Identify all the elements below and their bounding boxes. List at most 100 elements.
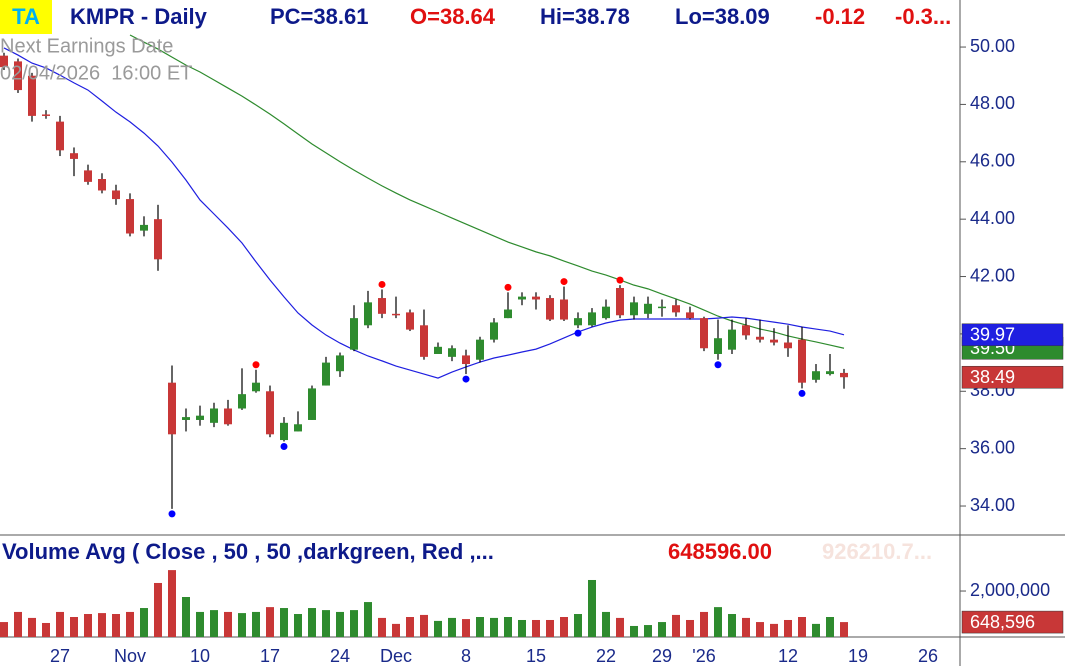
candle-body <box>350 318 358 350</box>
volume-bar <box>546 619 554 637</box>
x-tick-label: Nov <box>114 646 146 666</box>
x-tick-label: 27 <box>50 646 70 666</box>
volume-bar <box>672 614 680 637</box>
candle-body <box>28 75 36 116</box>
last-value-box <box>961 323 1064 347</box>
candle-body <box>672 305 680 313</box>
candle-body <box>490 322 498 340</box>
header: TA Next Earnings Date 02/04/2026 16:00 E… <box>0 0 951 84</box>
last-value-box <box>961 610 1064 634</box>
header-item: O=38.64 <box>410 4 496 29</box>
header-item: PC=38.61 <box>270 4 368 29</box>
candle-body <box>826 371 834 375</box>
volume-bar <box>112 614 120 637</box>
y-tick-label: 42.00 <box>970 265 1015 285</box>
candle-body <box>462 355 470 365</box>
volume-bar <box>644 625 652 637</box>
volume-bar <box>266 607 274 637</box>
volume-bar <box>238 613 246 637</box>
volume-bar <box>196 611 204 637</box>
volume-bar <box>826 617 834 637</box>
volume-bar <box>98 613 106 637</box>
volume-bar <box>378 617 386 637</box>
candle-body <box>504 309 512 319</box>
volume-title: Volume Avg ( Close , 50 , 50 ,darkgreen,… <box>2 539 494 564</box>
pivot-low <box>574 329 582 337</box>
volume-bar <box>686 619 694 637</box>
y-tick-label: 36.00 <box>970 437 1015 457</box>
candle-body <box>70 153 78 159</box>
pivot-high <box>378 280 386 288</box>
x-tick-label: '26 <box>692 646 715 666</box>
x-tick-label: 15 <box>526 646 546 666</box>
x-tick-label: Dec <box>380 646 412 666</box>
volume-bar <box>70 617 78 637</box>
candle-body <box>532 296 540 300</box>
candle-body <box>658 306 666 309</box>
candle-body <box>616 288 624 316</box>
candle-body <box>602 306 610 319</box>
volume-bar <box>532 619 540 637</box>
volume-bar <box>322 610 330 637</box>
volume-bar <box>420 614 428 637</box>
candle-body <box>714 338 722 354</box>
volume-bar <box>168 570 176 637</box>
candle-body <box>840 372 848 378</box>
candle-body <box>98 179 106 191</box>
pivot-low <box>280 442 288 450</box>
candle-body <box>14 61 22 91</box>
volume-bar <box>336 611 344 637</box>
candle-body <box>364 302 372 326</box>
x-tick-label: 19 <box>848 646 868 666</box>
volume-bar <box>28 617 36 637</box>
last-value-label: 39.97 <box>970 325 1015 345</box>
candle-body <box>756 336 764 340</box>
candle-body <box>630 302 638 316</box>
pivot-high <box>560 278 568 286</box>
volume-bar <box>840 622 848 637</box>
badge-text: TA <box>12 4 40 29</box>
candle-body <box>434 346 442 354</box>
volume-bar <box>462 619 470 637</box>
last-value-box <box>961 365 1064 389</box>
pivot-high <box>252 361 260 369</box>
x-tick-label: 29 <box>652 646 672 666</box>
candle-body <box>588 312 596 326</box>
candle-body <box>560 299 568 320</box>
volume-bar <box>308 608 316 637</box>
candle-body <box>0 55 8 68</box>
candle-body <box>252 382 260 392</box>
y-tick-label: 46.00 <box>970 151 1015 171</box>
candle-body <box>322 362 330 386</box>
volume-bar <box>476 617 484 637</box>
pivot-low <box>798 389 806 397</box>
y-tick-label: 50.00 <box>970 36 1015 56</box>
volume-header-item: 926210.7... <box>822 539 932 564</box>
volume-bar <box>812 623 820 637</box>
candle-body <box>182 417 190 420</box>
candle-body <box>742 325 750 336</box>
candle-body <box>700 318 708 349</box>
volume-bar <box>14 611 22 637</box>
volume-bar <box>798 617 806 637</box>
header-item: Hi=38.78 <box>540 4 630 29</box>
volume-header-item: 648596.00 <box>668 539 772 564</box>
last-value-label: 648,596 <box>970 612 1035 632</box>
y-tick-label: 44.00 <box>970 208 1015 228</box>
volume-bar <box>560 617 568 637</box>
candle-body <box>154 219 162 260</box>
volume-bar <box>518 619 526 637</box>
volume-bar <box>126 611 134 637</box>
volume-bar <box>700 611 708 637</box>
candle-body <box>56 121 64 151</box>
volume-bar <box>392 623 400 637</box>
volume-bar <box>630 625 638 637</box>
candle-body <box>238 394 246 409</box>
volume-bar <box>42 622 50 637</box>
header-item: KMPR - Daily <box>70 4 208 29</box>
volume-bar <box>210 610 218 637</box>
volume-bar <box>434 620 442 637</box>
price-panel <box>0 34 848 518</box>
volume-bar <box>658 622 666 637</box>
